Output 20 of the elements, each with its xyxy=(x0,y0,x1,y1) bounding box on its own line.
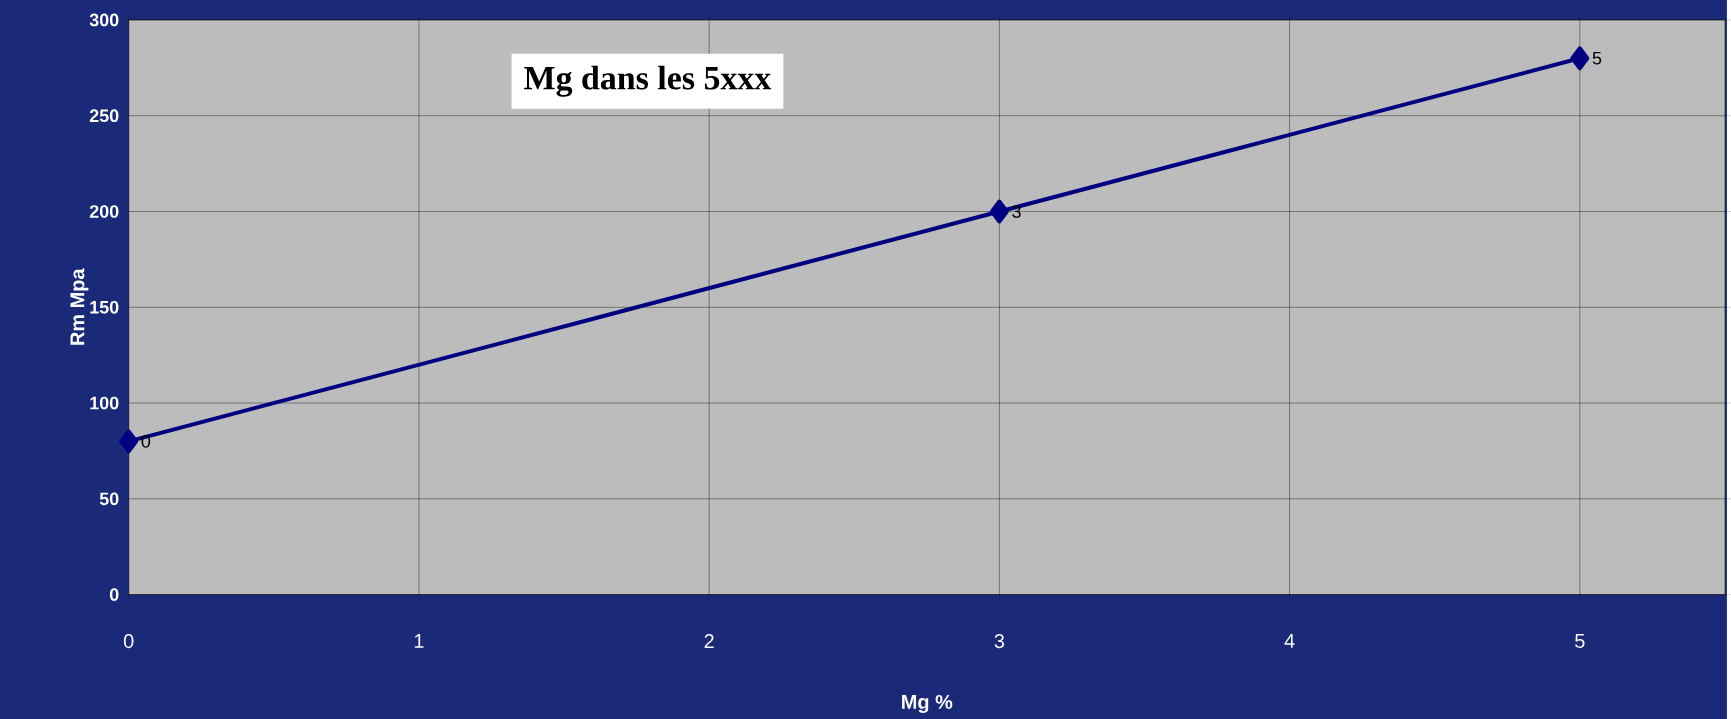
text: Mg dans les 5xxx xyxy=(524,65,772,97)
y-tick-label: 50 xyxy=(99,492,119,506)
x-tick-label: 4 xyxy=(1284,633,1295,648)
point xyxy=(1570,46,1590,71)
annotation: 5 xyxy=(1592,51,1602,65)
point xyxy=(989,199,1009,224)
x-tick-label: 3 xyxy=(994,633,1005,649)
y-tick-label: 250 xyxy=(89,109,119,122)
x-axis-title: Mg % xyxy=(902,694,953,713)
y-tick-label: 300 xyxy=(89,13,119,27)
y-tick-label: 200 xyxy=(89,204,119,218)
y-tick-label: 0 xyxy=(109,588,119,601)
x-tick-label: 2 xyxy=(704,633,714,648)
point xyxy=(119,429,139,454)
x-tick-label: 0 xyxy=(123,633,134,649)
x-tick-label: 5 xyxy=(1575,633,1585,648)
x-tick-label: 1 xyxy=(414,633,424,648)
y-axis-title: Rm Mpa xyxy=(70,268,89,345)
y-tick-label: 150 xyxy=(90,300,119,314)
y-tick-label: 100 xyxy=(90,396,119,410)
